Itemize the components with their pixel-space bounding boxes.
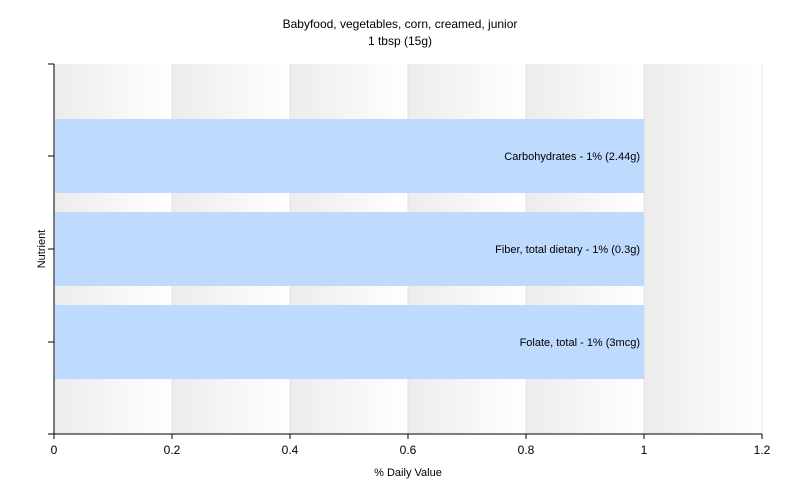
x-tick-label: 0.2 [164,443,181,457]
x-tick-label: 1.2 [754,443,771,457]
x-axis-label: % Daily Value [374,467,442,479]
bar-value-label: Carbohydrates - 1% (2.44g) [504,151,640,163]
bar-value-label: Fiber, total dietary - 1% (0.3g) [495,244,640,256]
chart-subtitle: 1 tbsp (15g) [368,34,432,48]
y-axis-label: Nutrient [36,230,48,269]
x-axis-ticks: 0 0.2 0.4 0.6 0.8 1 1.2 [51,434,771,457]
x-tick-label: 0 [51,443,58,457]
bar-fiber-total-dietary [55,212,644,286]
x-tick-label: 0.6 [400,443,417,457]
x-tick-label: 0.8 [518,443,535,457]
bar-carbohydrates [55,119,644,193]
plot-band [644,64,762,434]
bar-folate-total [55,305,644,379]
x-tick-label: 1 [641,443,648,457]
x-tick-label: 0.4 [282,443,299,457]
bars: Carbohydrates - 1% (2.44g) Fiber, total d… [55,119,644,379]
chart-title: Babyfood, vegetables, corn, creamed, jun… [283,17,518,31]
bar-value-label: Folate, total - 1% (3mcg) [520,337,640,349]
